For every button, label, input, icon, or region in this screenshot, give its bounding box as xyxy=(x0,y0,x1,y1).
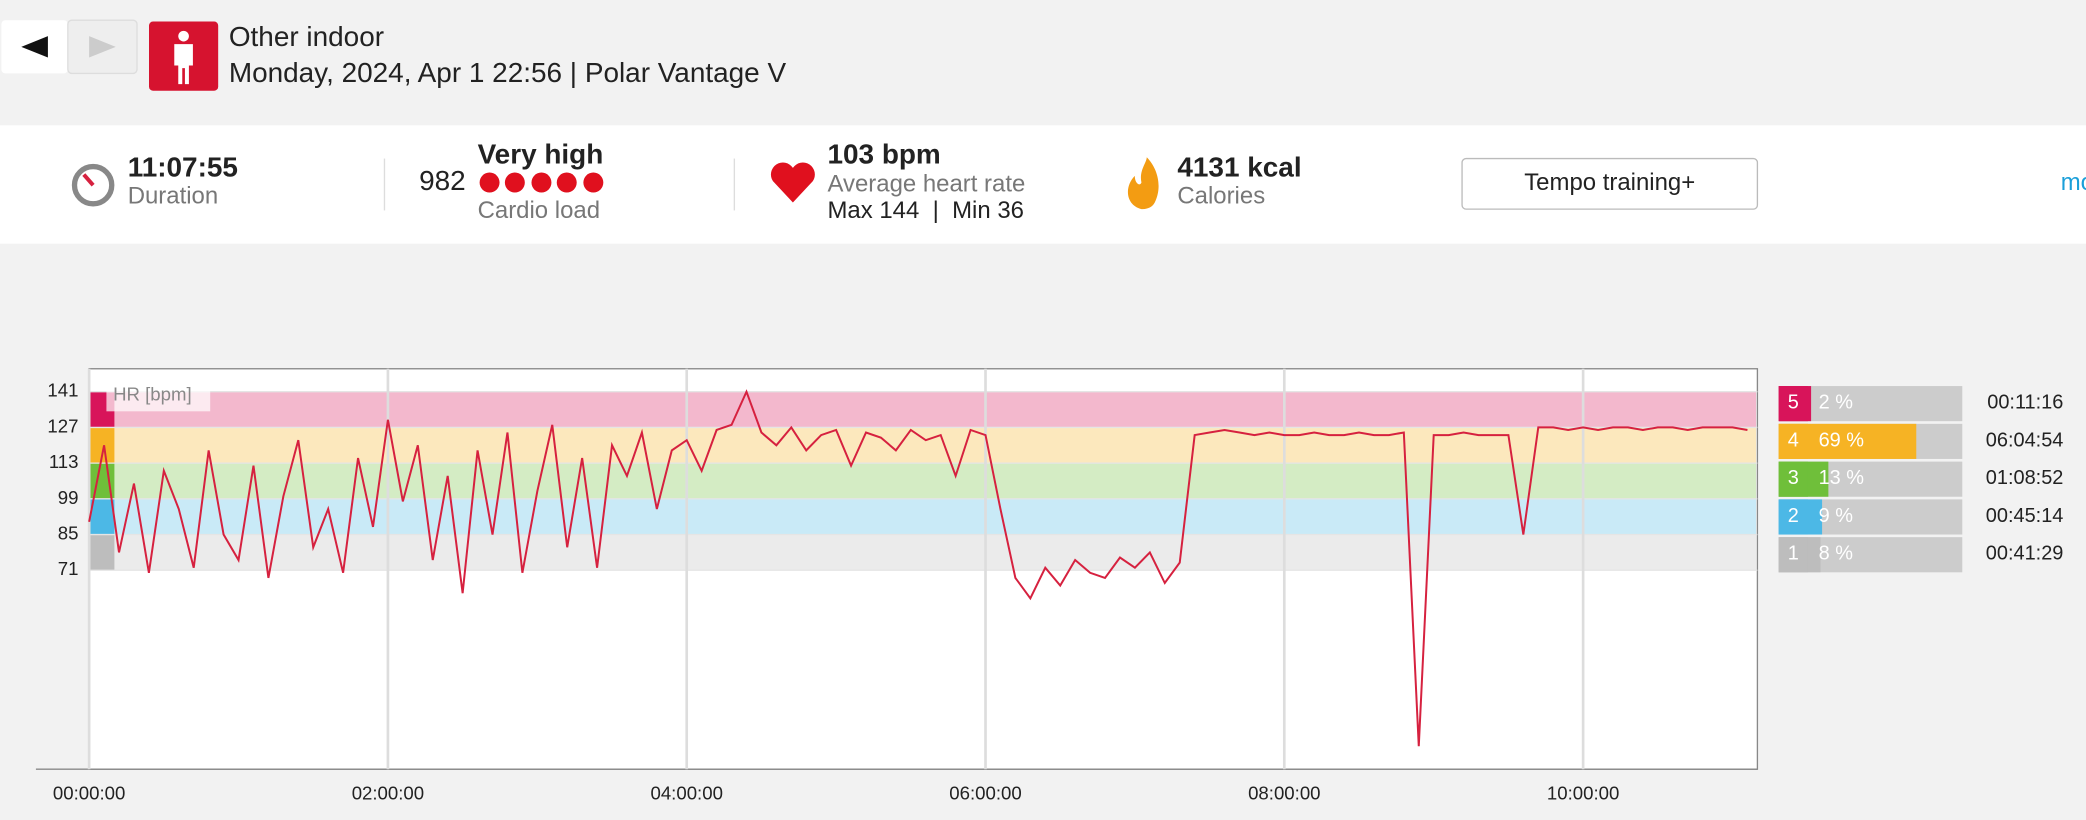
zone-duration: 06:04:54 xyxy=(1986,429,2064,451)
y-tick-label: 141 xyxy=(47,380,78,401)
zone-duration: 00:41:29 xyxy=(1986,543,2064,565)
chart: 141 127 113 99 85 71 00:00:00 02:00:00 04:00:00 0… xyxy=(47,368,2064,803)
zone-band xyxy=(90,427,1757,464)
heart-icon xyxy=(770,162,815,203)
zone-number: 5 xyxy=(1788,392,1799,414)
cardio-dots xyxy=(479,172,604,193)
zone-band xyxy=(90,463,1757,499)
zone-band xyxy=(90,498,1757,535)
zone-strip xyxy=(90,427,115,464)
avg-hr: 103 bpm xyxy=(827,138,940,169)
zone-number: 2 xyxy=(1788,505,1799,527)
back-icon xyxy=(21,36,48,58)
zone-tag xyxy=(1778,423,1808,459)
title: Other indoor xyxy=(229,21,384,52)
calories-label: Calories xyxy=(1177,182,1265,209)
max-min: Max 144 | Min 36 xyxy=(827,197,1023,224)
x-tick-label: 04:00:00 xyxy=(650,782,722,803)
zone-percent: 13 % xyxy=(1819,467,1865,489)
y-axis-label: HR [bpm] xyxy=(113,383,192,404)
duration: 11:07:55 xyxy=(128,152,238,183)
zone-tag xyxy=(1778,386,1808,422)
zone-duration: 00:45:14 xyxy=(1986,505,2064,527)
zone-number: 4 xyxy=(1788,429,1799,451)
zone-strip xyxy=(90,498,115,535)
zone-duration: 00:11:16 xyxy=(1987,392,2063,414)
hr-line xyxy=(88,389,1748,747)
x-tick-label: 00:00:00 xyxy=(53,782,125,803)
cardio-value: 982 xyxy=(419,165,466,196)
y-label-bg xyxy=(106,379,211,412)
duration-label: Duration xyxy=(128,182,218,209)
zone-tag xyxy=(1778,537,1808,573)
y-tick-label: 71 xyxy=(58,558,79,579)
y-tick-label: 85 xyxy=(58,522,79,543)
zone-tag xyxy=(1778,499,1808,535)
sport-icon-head xyxy=(178,30,189,42)
zone-tag xyxy=(1778,461,1808,497)
training-button-label: Tempo training+ xyxy=(1524,169,1695,196)
stopwatch-icon xyxy=(71,163,115,207)
zone-duration: 01:08:52 xyxy=(1986,467,2064,489)
x-tick-label: 06:00:00 xyxy=(949,782,1021,803)
zone-percent: 9 % xyxy=(1819,505,1854,527)
more-link[interactable]: mo xyxy=(2061,169,2086,196)
zone-percent: 8 % xyxy=(1819,543,1854,565)
stopwatch-hand xyxy=(82,173,95,187)
sport-icon-body xyxy=(174,44,193,85)
flame-icon xyxy=(1127,157,1159,210)
stats-bar xyxy=(0,125,2086,244)
x-tick-label: 02:00:00 xyxy=(352,782,424,803)
cardio-label: Cardio load xyxy=(478,197,600,224)
x-tick-label: 08:00:00 xyxy=(1248,782,1320,803)
y-tick-label: 99 xyxy=(58,487,79,508)
zone-percent: 2 % xyxy=(1819,392,1854,414)
subtitle: Monday, 2024, Apr 1 22:56 | Polar Vantag… xyxy=(229,57,787,88)
zone-percent: 69 % xyxy=(1819,429,1865,451)
y-tick-label: 127 xyxy=(47,415,78,436)
zone-band xyxy=(90,391,1757,428)
y-tick-label: 113 xyxy=(49,451,79,472)
zone-strip xyxy=(90,534,115,571)
training-button[interactable] xyxy=(1461,157,1759,210)
avg-hr-label: Average heart rate xyxy=(827,170,1025,197)
zone-band xyxy=(90,534,1757,571)
x-tick-label: 10:00:00 xyxy=(1547,782,1619,803)
zone-number: 1 xyxy=(1788,543,1799,565)
calories: 4131 kcal xyxy=(1177,152,1301,183)
cardio-level: Very high xyxy=(478,138,604,169)
zone-number: 3 xyxy=(1788,467,1799,489)
forward-icon xyxy=(89,36,116,58)
